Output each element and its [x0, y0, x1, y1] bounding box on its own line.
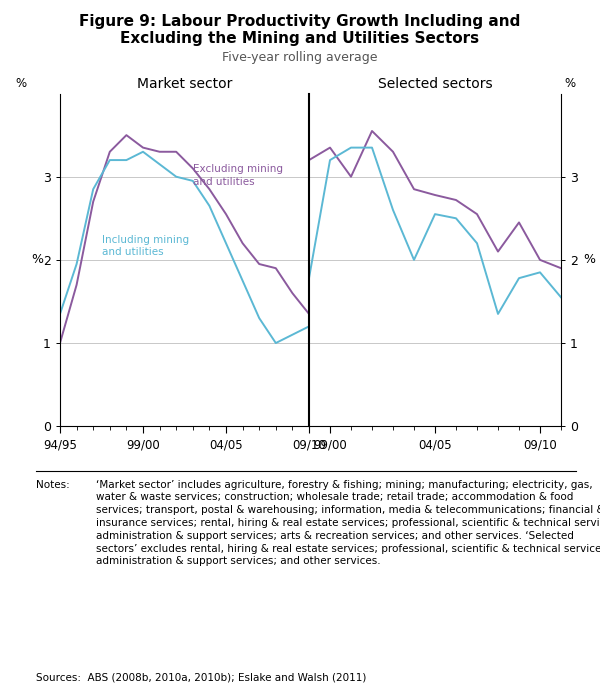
Title: Selected sectors: Selected sectors — [377, 77, 493, 91]
Text: Sources:  ABS (2008b, 2010a, 2010b); Eslake and Walsh (2011): Sources: ABS (2008b, 2010a, 2010b); Esla… — [36, 672, 367, 682]
Text: %: % — [564, 77, 575, 90]
Text: Excluding mining
and utilities: Excluding mining and utilities — [193, 164, 283, 186]
Text: Excluding the Mining and Utilities Sectors: Excluding the Mining and Utilities Secto… — [121, 31, 479, 46]
Text: Notes:: Notes: — [36, 480, 70, 489]
Text: Five-year rolling average: Five-year rolling average — [222, 51, 378, 64]
Text: %: % — [15, 77, 26, 90]
Text: Including mining
and utilities: Including mining and utilities — [101, 235, 188, 257]
Text: ‘Market sector’ includes agriculture, forestry & fishing; mining; manufacturing;: ‘Market sector’ includes agriculture, fo… — [96, 480, 600, 566]
Text: Figure 9: Labour Productivity Growth Including and: Figure 9: Labour Productivity Growth Inc… — [79, 14, 521, 29]
Title: Market sector: Market sector — [137, 77, 232, 91]
Y-axis label: %: % — [583, 254, 595, 266]
Y-axis label: %: % — [31, 254, 43, 266]
